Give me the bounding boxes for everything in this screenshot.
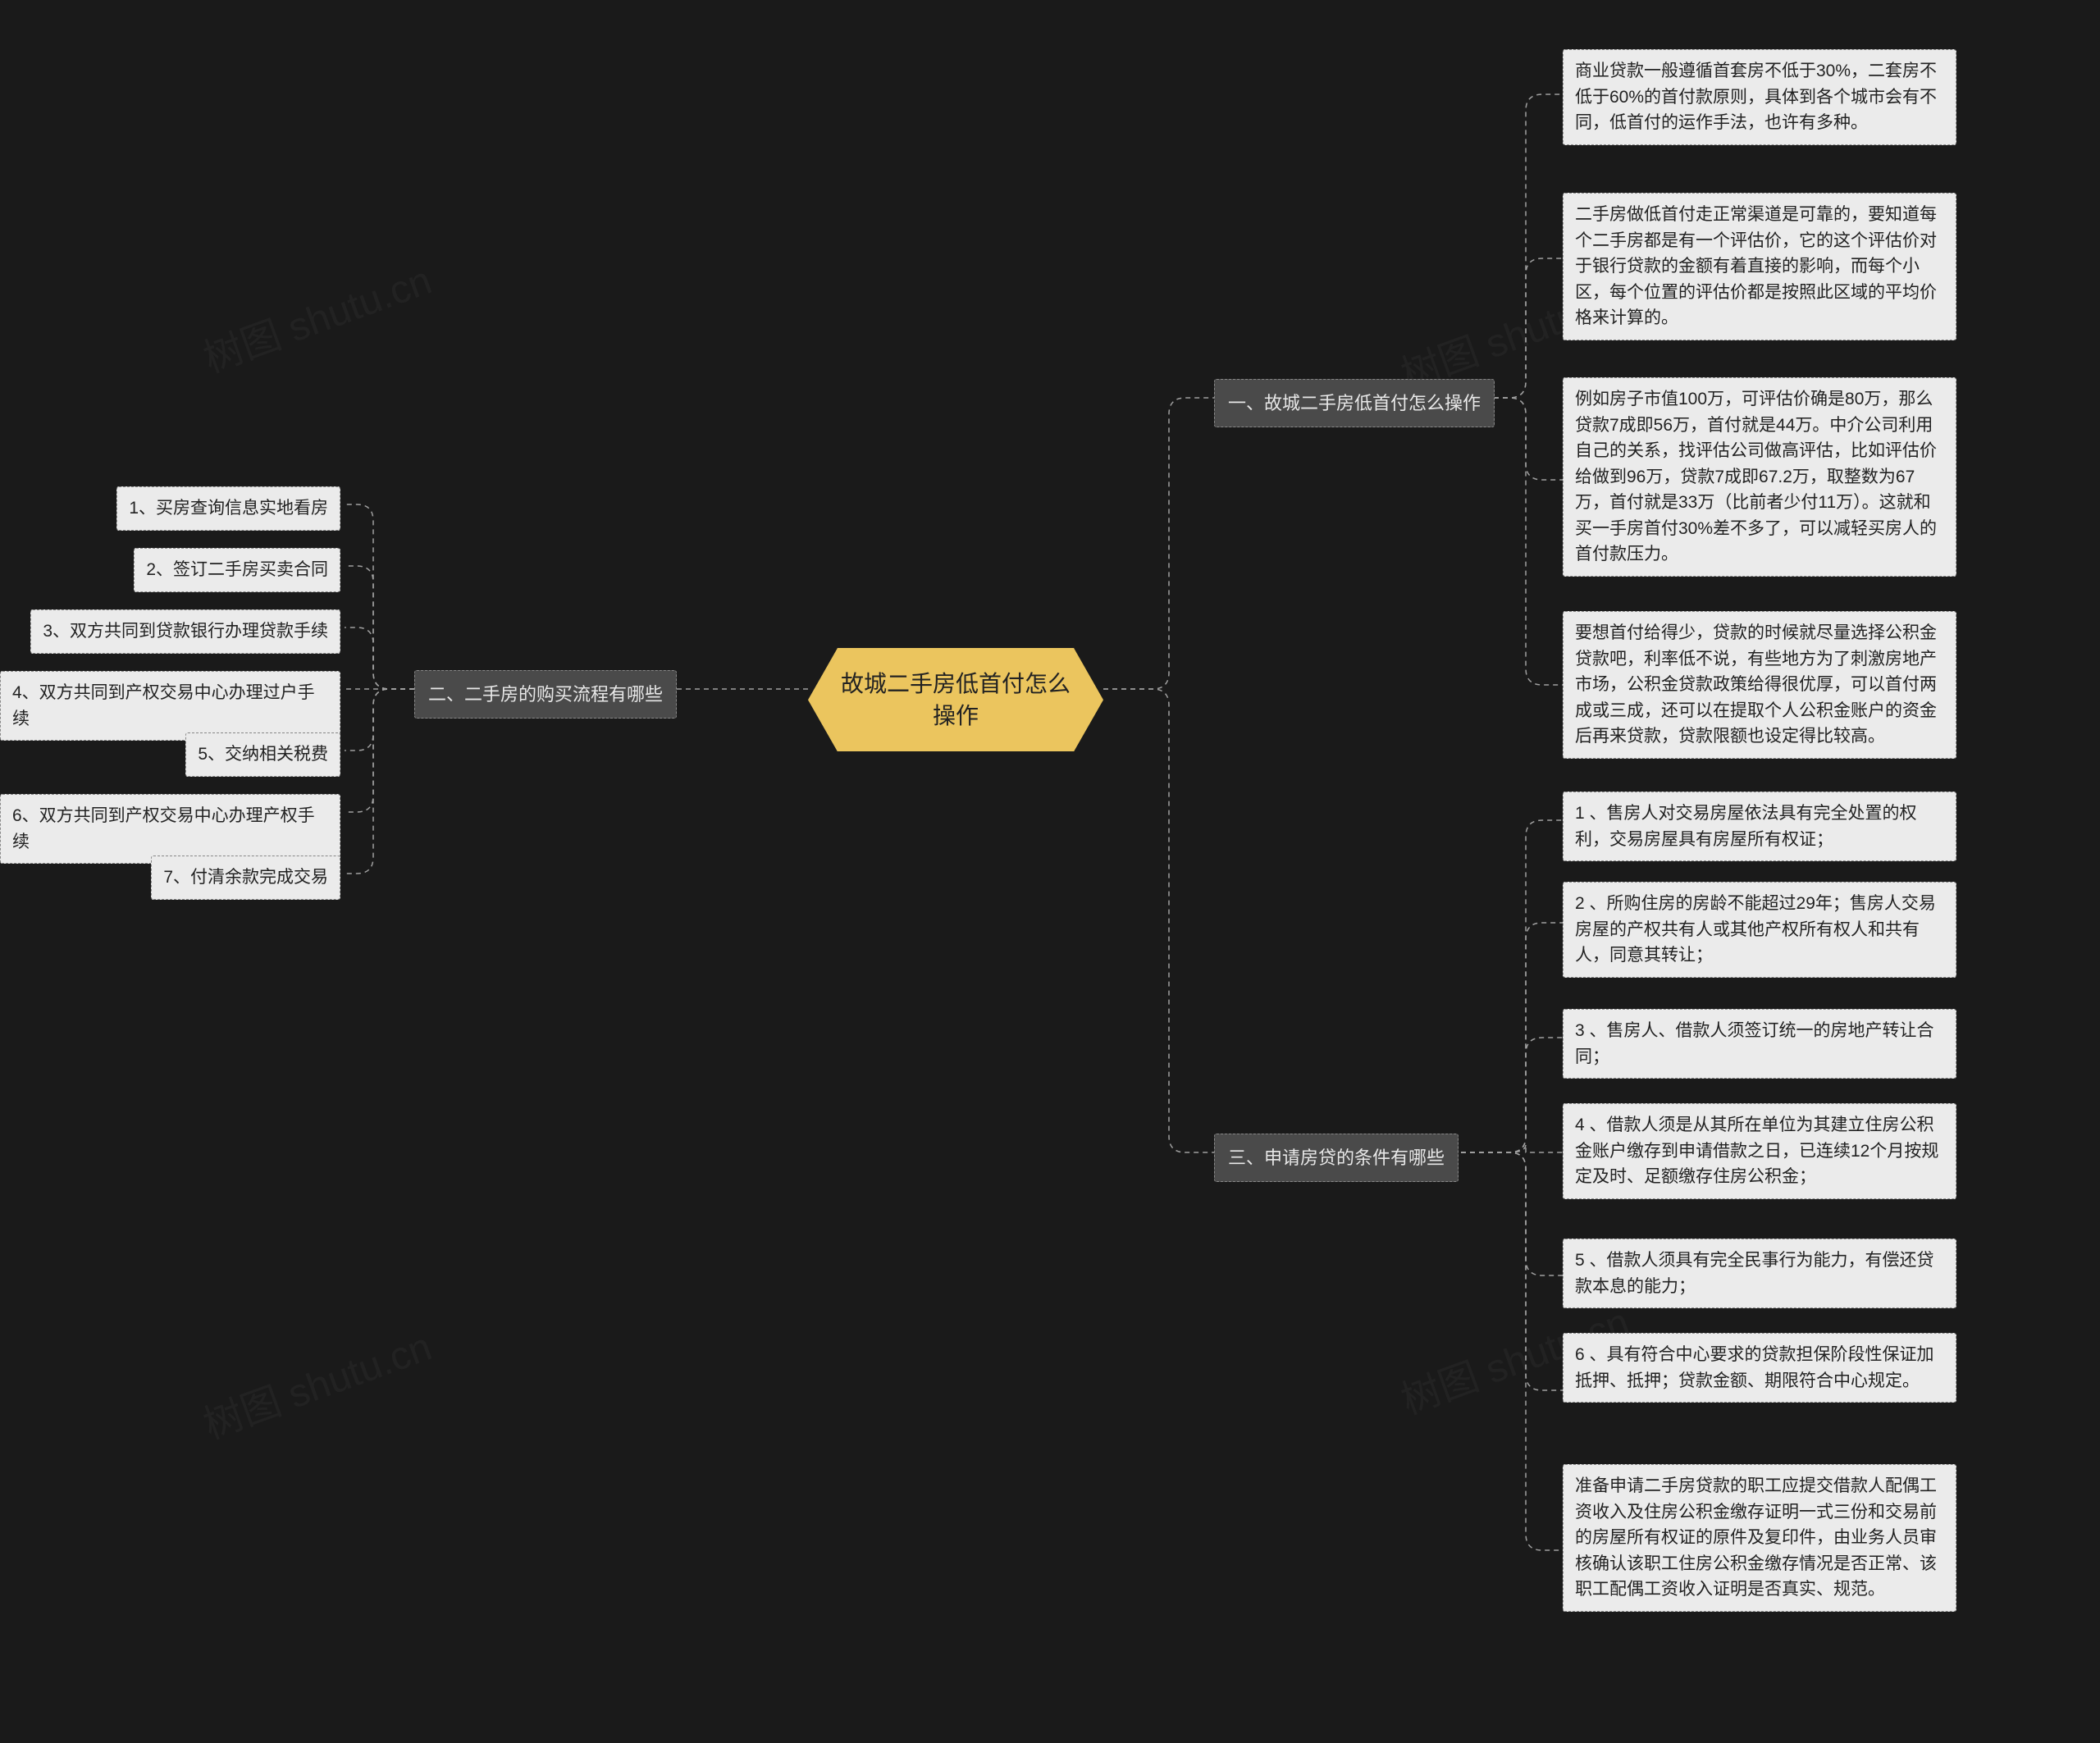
leaf-r1-1: 二手房做低首付走正常渠道是可靠的，要知道每个二手房都是有一个评估价，它的这个评估… [1563, 193, 1956, 340]
leaf-text: 5、交纳相关税费 [198, 745, 328, 764]
leaf-text: 要想首付给得少，贷款的时候就尽量选择公积金贷款吧，利率低不说，有些地方为了刺激房… [1575, 623, 1937, 746]
leaf-text: 4、双方共同到产权交易中心办理过户手续 [12, 683, 315, 728]
leaf-l-6: 7、付清余款完成交易 [151, 856, 340, 900]
leaf-r2-2: 3 、售房人、借款人须签订统一的房地产转让合同； [1563, 1009, 1956, 1079]
leaf-text: 6 、具有符合中心要求的贷款担保阶段性保证加抵押、抵押；贷款金额、期限符合中心规… [1575, 1345, 1934, 1390]
leaf-r2-6: 准备申请二手房贷款的职工应提交借款人配偶工资收入及住房公积金缴存证明一式三份和交… [1563, 1464, 1956, 1612]
leaf-text: 2 、所购住房的房龄不能超过29年；售房人交易房屋的产权共有人或其他产权所有权人… [1575, 894, 1936, 965]
root-text: 故城二手房低首付怎么操作 [841, 671, 1071, 728]
leaf-text: 6、双方共同到产权交易中心办理产权手续 [12, 806, 315, 851]
branch-label: 二、二手房的购买流程有哪些 [428, 684, 663, 705]
branch-left: 二、二手房的购买流程有哪些 [414, 670, 677, 719]
leaf-r2-0: 1 、售房人对交易房屋依法具有完全处置的权利，交易房屋具有房屋所有权证； [1563, 792, 1956, 861]
leaf-text: 1 、售房人对交易房屋依法具有完全处置的权利，交易房屋具有房屋所有权证； [1575, 804, 1917, 849]
leaf-text: 准备申请二手房贷款的职工应提交借款人配偶工资收入及住房公积金缴存证明一式三份和交… [1575, 1476, 1937, 1599]
leaf-text: 4 、借款人须是从其所在单位为其建立住房公积金账户缴存到申请借款之日，已连续12… [1575, 1116, 1938, 1186]
leaf-r1-0: 商业贷款一般遵循首套房不低于30%，二套房不低于60%的首付款原则，具体到各个城… [1563, 49, 1956, 145]
branch-right-1: 一、故城二手房低首付怎么操作 [1214, 379, 1495, 427]
leaf-l-5: 6、双方共同到产权交易中心办理产权手续 [0, 794, 340, 864]
leaf-r2-1: 2 、所购住房的房龄不能超过29年；售房人交易房屋的产权共有人或其他产权所有权人… [1563, 882, 1956, 978]
leaf-l-3: 4、双方共同到产权交易中心办理过户手续 [0, 671, 340, 741]
leaf-r2-4: 5 、借款人须具有完全民事行为能力，有偿还贷款本息的能力； [1563, 1239, 1956, 1308]
leaf-text: 商业贷款一般遵循首套房不低于30%，二套房不低于60%的首付款原则，具体到各个城… [1575, 62, 1937, 132]
watermark: 树图 shutu.cn [194, 248, 438, 383]
leaf-text: 7、付清余款完成交易 [163, 868, 328, 887]
leaf-text: 1、买房查询信息实地看房 [129, 499, 328, 518]
leaf-l-2: 3、双方共同到贷款银行办理贷款手续 [30, 609, 340, 654]
leaf-text: 3、双方共同到贷款银行办理贷款手续 [43, 622, 328, 641]
leaf-text: 5 、借款人须具有完全民事行为能力，有偿还贷款本息的能力； [1575, 1251, 1934, 1296]
leaf-text: 2、签订二手房买卖合同 [146, 560, 328, 579]
leaf-l-1: 2、签订二手房买卖合同 [134, 548, 340, 592]
leaf-r2-3: 4 、借款人须是从其所在单位为其建立住房公积金账户缴存到申请借款之日，已连续12… [1563, 1103, 1956, 1199]
leaf-l-0: 1、买房查询信息实地看房 [116, 486, 340, 531]
branch-label: 三、申请房贷的条件有哪些 [1228, 1148, 1445, 1168]
leaf-text: 二手房做低首付走正常渠道是可靠的，要知道每个二手房都是有一个评估价，它的这个评估… [1575, 205, 1937, 327]
leaf-r1-3: 要想首付给得少，贷款的时候就尽量选择公积金贷款吧，利率低不说，有些地方为了刺激房… [1563, 611, 1956, 759]
leaf-text: 3 、售房人、借款人须签订统一的房地产转让合同； [1575, 1021, 1934, 1066]
leaf-text: 例如房子市值100万，可评估价确是80万，那么贷款7成即56万，首付就是44万。… [1575, 390, 1937, 564]
branch-label: 一、故城二手房低首付怎么操作 [1228, 393, 1481, 413]
leaf-r2-5: 6 、具有符合中心要求的贷款担保阶段性保证加抵押、抵押；贷款金额、期限符合中心规… [1563, 1333, 1956, 1403]
leaf-r1-2: 例如房子市值100万，可评估价确是80万，那么贷款7成即56万，首付就是44万。… [1563, 377, 1956, 577]
leaf-l-4: 5、交纳相关税费 [185, 732, 340, 777]
branch-right-2: 三、申请房贷的条件有哪些 [1214, 1134, 1459, 1182]
root-node: 故城二手房低首付怎么操作 [808, 648, 1103, 751]
watermark: 树图 shutu.cn [194, 1314, 438, 1449]
